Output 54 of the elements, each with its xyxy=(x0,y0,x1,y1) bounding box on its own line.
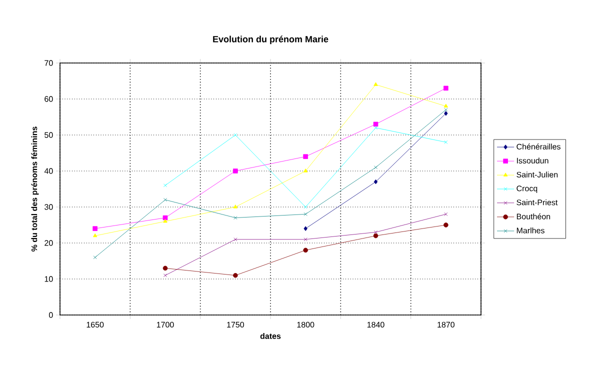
y-tick-label: 20 xyxy=(44,240,53,246)
y-tick-label: 50 xyxy=(44,132,53,138)
point xyxy=(374,179,378,184)
x-tick-label: 1800 xyxy=(297,322,314,328)
y-axis-title: % du total des prénoms féminins xyxy=(31,126,39,252)
point xyxy=(233,168,238,174)
point xyxy=(374,230,378,234)
x-axis-title: dates xyxy=(260,333,281,339)
point xyxy=(374,166,378,170)
point xyxy=(164,198,168,202)
point xyxy=(303,154,308,159)
legend-label: Marlhes xyxy=(516,227,544,234)
point xyxy=(374,82,378,86)
point xyxy=(304,212,308,216)
point xyxy=(444,104,448,108)
point xyxy=(234,216,238,220)
point xyxy=(444,222,448,228)
legend-label: Crocq xyxy=(516,186,538,193)
chart-title: Evolution du prénom Marie xyxy=(213,36,328,44)
x-tick-label: 1870 xyxy=(438,322,454,328)
point xyxy=(303,168,308,172)
point xyxy=(233,204,238,208)
point xyxy=(303,248,308,253)
legend-label: Chénérailles xyxy=(516,144,560,150)
point xyxy=(162,266,168,271)
legend-label: Saint-Priest xyxy=(516,199,558,206)
point xyxy=(373,233,378,238)
point xyxy=(92,226,98,231)
x-tick-label: 1840 xyxy=(367,322,384,328)
y-tick-label: 0 xyxy=(49,312,53,318)
point xyxy=(444,110,448,116)
y-tick-label: 40 xyxy=(44,168,53,174)
point xyxy=(234,133,238,137)
point xyxy=(304,226,308,231)
point xyxy=(233,272,238,278)
point xyxy=(304,205,308,209)
y-tick-label: 10 xyxy=(44,276,53,282)
point xyxy=(374,126,378,130)
legend-label: Issoudun xyxy=(517,158,548,164)
x-tick-label: 1750 xyxy=(227,322,244,328)
y-tick-label: 70 xyxy=(44,60,53,66)
y-tick-label: 30 xyxy=(44,204,53,210)
point xyxy=(444,86,448,91)
point xyxy=(92,233,98,238)
legend-label: Saint-Julien xyxy=(516,172,558,178)
point xyxy=(163,218,168,223)
point xyxy=(304,238,308,242)
point xyxy=(162,215,168,220)
point xyxy=(234,238,238,242)
x-tick-label: 1650 xyxy=(86,322,104,328)
point xyxy=(373,122,378,127)
y-tick-label: 60 xyxy=(44,96,53,102)
legend-label: Bouthéon xyxy=(516,213,550,220)
x-tick-label: 1700 xyxy=(156,322,174,328)
